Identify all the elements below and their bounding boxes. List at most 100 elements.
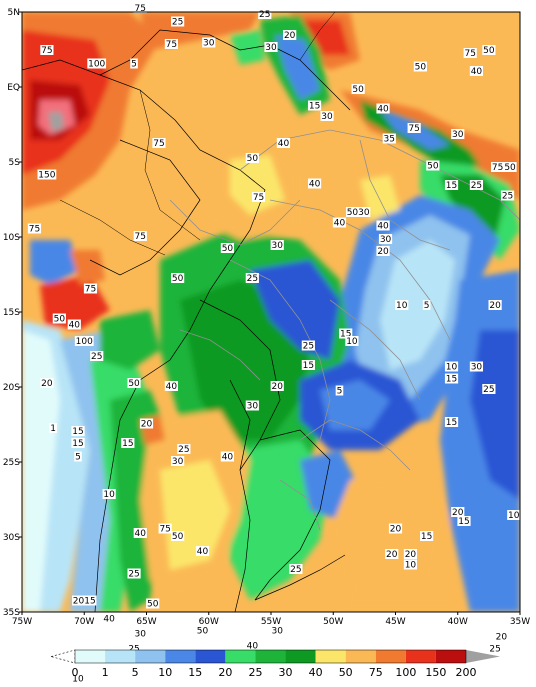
contour-label-bg	[152, 138, 166, 148]
contour-label-bg	[158, 523, 172, 534]
contour-label-text: 100	[76, 337, 93, 347]
contour-label-text: 25	[172, 18, 183, 28]
contour-label-bg	[382, 133, 396, 144]
contour-label: 25	[245, 273, 259, 284]
legend-swatch	[315, 650, 346, 663]
contour-label-bg	[307, 100, 322, 111]
contour-label: 30	[245, 400, 259, 412]
contour-label-bg	[102, 613, 116, 624]
contour-label: 15	[307, 100, 322, 112]
legend-label: 40	[309, 666, 323, 679]
contour-label: 40	[195, 546, 210, 557]
contour-label-bg	[270, 240, 284, 250]
contour-label-text: 50	[427, 162, 439, 172]
contour-label: 30	[320, 111, 334, 122]
contour-label-text: 20	[377, 247, 389, 257]
contour-label: 15	[457, 516, 471, 527]
contour-label-text: 10	[72, 675, 84, 684]
contour-label-text: 100	[88, 60, 105, 70]
contour-label: 10	[507, 510, 521, 521]
contour-label: 10	[444, 361, 459, 373]
contour-label-text: 40	[247, 642, 259, 652]
x-tick-label: 70W	[74, 617, 94, 627]
contour-label: 25	[171, 16, 185, 28]
y-tick-label: 5S	[9, 158, 21, 168]
contour-label-text: 25	[247, 274, 258, 284]
contour-label-bg	[270, 381, 284, 391]
contour-label: 20	[283, 30, 297, 41]
contour-label-text: 20	[405, 550, 417, 560]
contour-label-bg	[127, 378, 141, 388]
x-tick-label: 35W	[510, 617, 530, 627]
contour-label-text: 40	[471, 67, 483, 77]
contour-label-bg	[283, 30, 297, 40]
legend-frame	[74, 649, 467, 664]
contour-label-text: 75	[135, 232, 146, 242]
contour-label-text: 40	[135, 529, 147, 539]
contour-label-bg	[133, 3, 147, 13]
contour-label-text: 150	[38, 171, 55, 181]
contour-label-text: 5030	[347, 208, 370, 218]
y-tick-label: 20S	[3, 383, 20, 393]
contour-label-text: 50	[222, 244, 234, 254]
contour-label-bg	[220, 451, 235, 462]
contour-label-bg	[451, 129, 465, 139]
contour-label-bg	[164, 39, 178, 49]
legend-swatch	[255, 650, 286, 663]
contour-label-bg	[444, 180, 459, 190]
contour-label-bg	[40, 45, 54, 55]
latitude-axis: 5N EQ 5S 10S 15S 20S 25S 30S 35S	[3, 8, 22, 618]
legend-arrow-low	[49, 649, 76, 664]
contour-label-text: 50	[54, 315, 66, 325]
contour-label-text: 25	[128, 645, 139, 655]
contour-label: 15	[444, 180, 459, 191]
contour-label: 5	[130, 58, 138, 70]
contour-label: 35	[382, 133, 396, 145]
contour-label-bg	[422, 300, 431, 310]
contour-label-text: 40	[222, 453, 234, 463]
contour-label-text: 10	[405, 561, 417, 571]
contour-label-text: 50	[352, 85, 364, 95]
contour-label-bg	[503, 162, 517, 172]
legend-swatch	[105, 650, 136, 663]
contour-label-bg	[245, 273, 259, 283]
contour-label-bg	[403, 559, 418, 570]
legend-swatch	[435, 650, 466, 663]
contour-label-text: 20	[496, 633, 508, 643]
contour-label: 5	[74, 451, 82, 463]
contour-label: 50	[245, 153, 259, 164]
contour-label-bg	[202, 37, 216, 48]
contour-label-bg	[351, 84, 365, 94]
contour-label-text: 15	[303, 361, 314, 371]
contour-label-text: 75	[492, 163, 503, 173]
contour-label: 15	[444, 417, 459, 428]
contour-label-bg	[332, 217, 347, 228]
contour-label: 150	[37, 169, 57, 181]
contour-label-bg	[289, 564, 303, 574]
contour-label: 20	[451, 507, 465, 518]
x-tick-label: 45W	[385, 617, 405, 627]
contour-label-bg	[251, 192, 266, 202]
contour-label: 30	[270, 240, 284, 251]
contour-label-text: 75	[166, 40, 177, 50]
contour-label: 10	[395, 300, 409, 311]
contour-label-bg	[444, 373, 459, 384]
contour-label-text: 30	[271, 627, 283, 637]
contour-label: 50	[426, 160, 440, 172]
legend-arrow-high	[466, 650, 500, 663]
contour-label: 30	[264, 42, 278, 53]
contour-label-bg	[376, 246, 390, 256]
contour-label-text: 30	[471, 363, 483, 373]
contour-label: 100	[87, 58, 107, 70]
contour-label-text: 20	[452, 508, 464, 518]
contour-label-bg	[494, 631, 508, 642]
contour-label: 50	[482, 45, 496, 56]
contour-label-bg	[482, 384, 496, 394]
contour-label-bg	[74, 336, 94, 346]
contour-label: 15	[420, 531, 434, 542]
contour-label-text: 40	[334, 219, 346, 229]
contour-label-text: 10	[396, 301, 408, 311]
contour-label-bg	[171, 16, 185, 27]
contour-label-text: 5	[75, 453, 81, 463]
contour-label-bg	[220, 243, 235, 253]
